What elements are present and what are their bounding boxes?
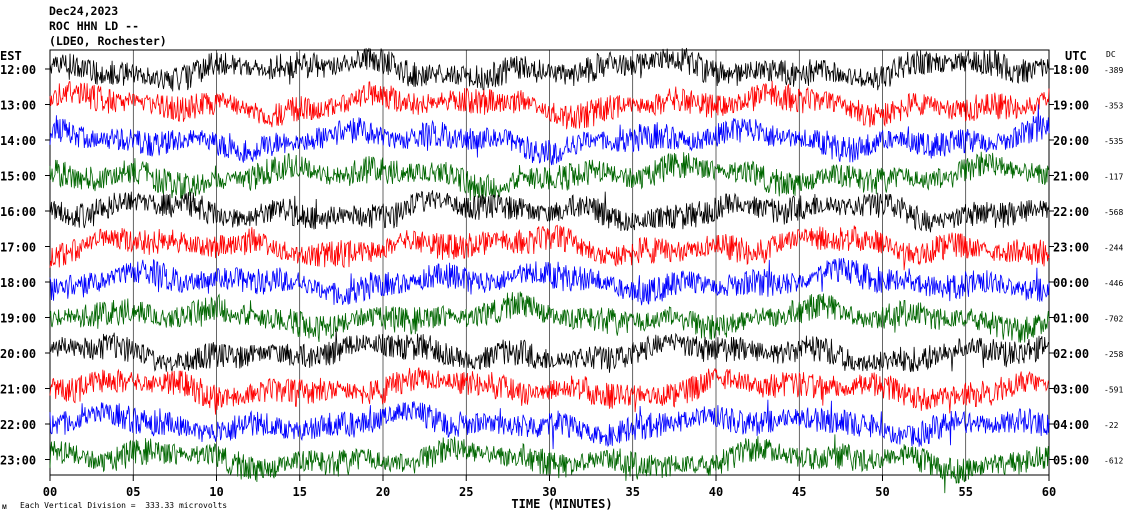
x-tick-label-30: 30 [542,485,556,499]
dc-value-11: -612 [1104,457,1123,466]
x-tick-label-05: 05 [126,485,140,499]
utc-label-1: 19:00 [1053,99,1089,113]
right-zone-label: UTC [1065,49,1087,63]
utc-label-8: 02:00 [1053,347,1089,361]
utc-label-2: 20:00 [1053,134,1089,148]
trace-4 [49,190,1050,233]
dc-value-9: -591 [1104,386,1123,395]
dc-value-3: -117 [1104,173,1123,182]
x-tick-label-40: 40 [709,485,723,499]
trace-5 [49,224,1050,271]
dc-value-10: -22 [1104,421,1119,430]
x-tick-label-10: 10 [209,485,223,499]
x-tick-label-00: 00 [43,485,57,499]
est-label-8: 20:00 [0,347,36,361]
trace-2 [49,104,1050,166]
x-tick-label-20: 20 [376,485,390,499]
utc-label-5: 23:00 [1053,241,1089,255]
utc-label-3: 21:00 [1053,170,1089,184]
x-tick-label-50: 50 [875,485,889,499]
trace-group [49,47,1050,494]
dc-value-4: -568 [1104,208,1123,217]
x-tick-label-55: 55 [959,485,973,499]
header-station: ROC HHN LD -- [49,19,140,33]
header-network: (LDEO, Rochester) [49,34,167,48]
est-label-9: 21:00 [0,383,36,397]
x-axis-label: TIME (MINUTES) [511,497,612,511]
x-tick-label-60: 60 [1042,485,1056,499]
est-label-2: 14:00 [0,134,36,148]
trace-8 [49,329,1050,373]
left-zone-label: EST [0,49,22,63]
trace-11 [49,434,1050,494]
x-tick-label-25: 25 [459,485,473,499]
dc-value-7: -702 [1104,315,1123,324]
trace-0 [49,47,1050,92]
dc-value-8: -258 [1104,350,1123,359]
utc-label-9: 03:00 [1053,383,1089,397]
trace-3 [49,151,1050,201]
est-label-0: 12:00 [0,63,36,77]
trace-10 [49,399,1050,450]
est-label-3: 15:00 [0,170,36,184]
trace-6 [49,257,1050,306]
x-tick-label-45: 45 [792,485,806,499]
est-label-5: 17:00 [0,241,36,255]
trace-1 [49,80,1050,130]
scale-note: Each Vertical Division = 333.33 microvol… [20,501,228,510]
est-label-4: 16:00 [0,205,36,219]
label-group: EST UTC DC TIME (MINUTES) 00 05 10 15 20 25 30… [0,49,1123,511]
header-date: Dec24,2023 [49,4,119,18]
est-label-6: 18:00 [0,276,36,290]
utc-label-7: 01:00 [1053,312,1089,326]
dc-value-1: -353 [1104,102,1123,111]
dc-value-5: -244 [1104,244,1123,253]
est-label-11: 23:00 [0,454,36,468]
trace-7 [49,291,1050,343]
utc-label-0: 18:00 [1053,63,1089,77]
x-tick-label-15: 15 [293,485,307,499]
dc-value-2: -535 [1104,137,1123,146]
trace-9 [49,367,1050,415]
utc-label-4: 22:00 [1053,205,1089,219]
chart-grid [45,49,1054,481]
dc-value-0: -389 [1104,66,1123,75]
est-label-1: 13:00 [0,99,36,113]
est-label-10: 22:00 [0,418,36,432]
est-label-7: 19:00 [0,312,36,326]
x-tick-label-35: 35 [626,485,640,499]
footer-mark: ᴍ [2,502,7,511]
dc-label: DC [1106,50,1116,59]
utc-label-6: 00:00 [1053,276,1089,290]
utc-label-10: 04:00 [1053,418,1089,432]
dc-value-6: -446 [1104,279,1123,288]
utc-label-11: 05:00 [1053,454,1089,468]
